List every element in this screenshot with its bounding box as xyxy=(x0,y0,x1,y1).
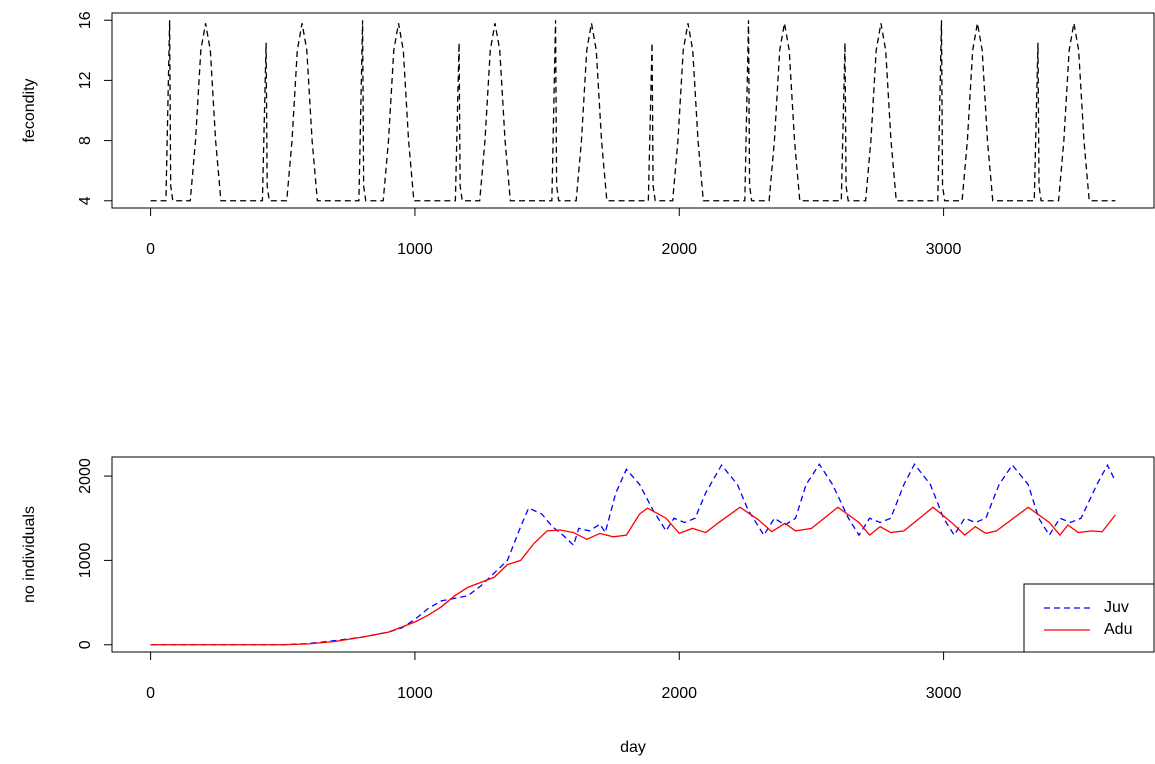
plot-box xyxy=(111,12,1155,209)
x-tick-label: 0 xyxy=(146,685,155,702)
x-tick-label: 1000 xyxy=(397,685,433,702)
y-axis-label: fecondity xyxy=(21,78,38,142)
legend-label: Adu xyxy=(1104,621,1132,638)
x-tick-label: 1000 xyxy=(397,241,433,258)
y-tick-label: 0 xyxy=(77,640,94,649)
y-tick-label: 16 xyxy=(77,11,94,29)
y-tick-label: 1000 xyxy=(77,543,94,579)
plot-box xyxy=(111,456,1155,653)
y-tick-label: 2000 xyxy=(77,458,94,494)
y-tick-label: 4 xyxy=(77,196,94,205)
line-series xyxy=(150,20,1116,202)
y-tick-label: 8 xyxy=(77,136,94,145)
y-axis-label: no individuals xyxy=(21,506,38,603)
x-tick-label: 3000 xyxy=(926,685,962,702)
legend-label: Juv xyxy=(1104,599,1129,616)
line-series xyxy=(150,463,1116,646)
x-tick-label: 2000 xyxy=(661,241,697,258)
x-axis-label: day xyxy=(620,739,646,756)
y-tick-label: 12 xyxy=(77,71,94,89)
line-series xyxy=(150,506,1116,646)
legend-box xyxy=(1023,583,1155,653)
x-tick-label: 3000 xyxy=(926,241,962,258)
x-tick-label: 0 xyxy=(146,241,155,258)
x-tick-label: 2000 xyxy=(661,685,697,702)
